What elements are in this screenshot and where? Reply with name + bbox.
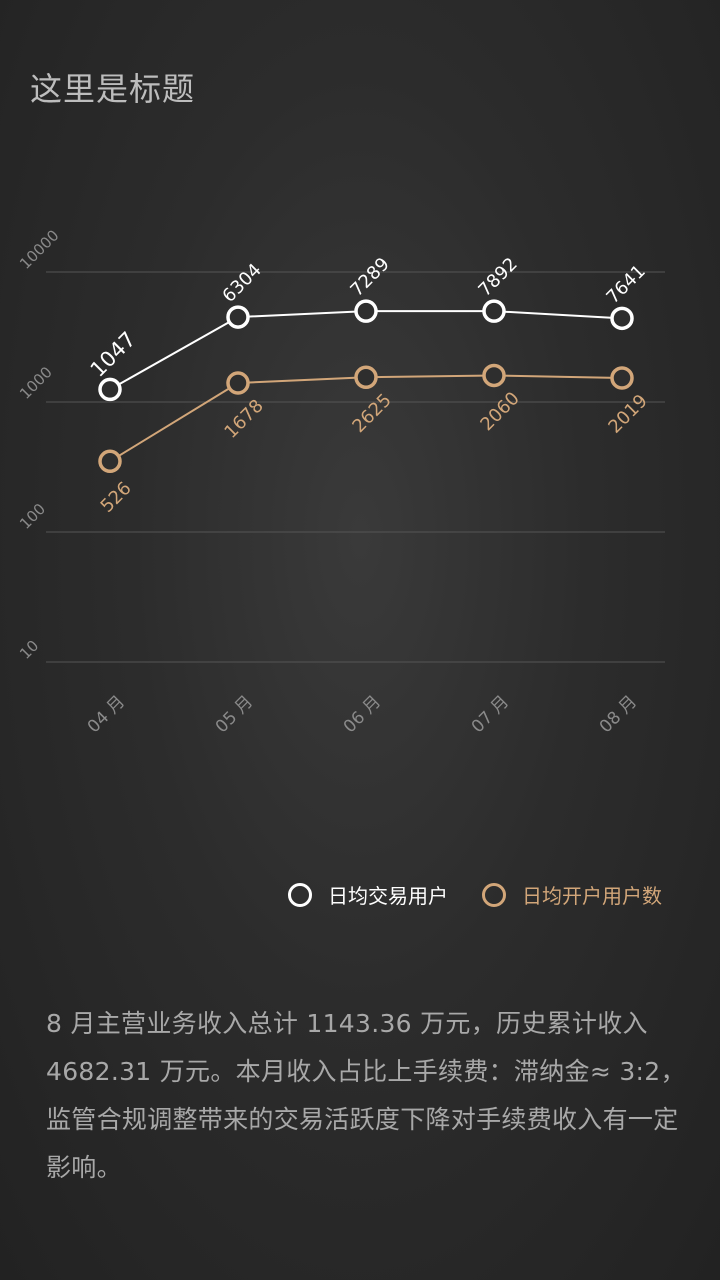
line-chart: 10 100 1000 10000 04 月 05 月 06 月 07 月 08 月 1047…: [16, 226, 665, 737]
y-tick-label: 100: [16, 500, 49, 533]
data-point-2: [354, 365, 378, 390]
x-tick-label: 08 月: [596, 692, 641, 737]
x-tick-label: 04 月: [84, 692, 129, 737]
x-tick-label: 07 月: [468, 692, 513, 737]
x-tick-label: 05 月: [212, 692, 257, 737]
data-point-2: [226, 371, 250, 395]
y-tick-label: 10: [16, 637, 42, 663]
y-tick-label: 10000: [16, 226, 62, 272]
legend-marker-series-1: [288, 882, 312, 907]
data-label-1: 1047: [86, 327, 141, 382]
data-point-1: [98, 377, 122, 402]
data-point-1: [226, 305, 250, 329]
y-tick-labels: 10 100 1000 10000: [16, 226, 62, 662]
data-point-2: [482, 363, 506, 388]
data-label-1: 7289: [346, 254, 393, 301]
legend-item-series-1[interactable]: 日均交易用户: [288, 880, 448, 909]
data-label-2: 2019: [604, 390, 651, 437]
legend-marker-series-2: [482, 882, 506, 907]
y-tick-label: 1000: [16, 363, 56, 403]
legend-item-series-2[interactable]: 日均开户用户数: [482, 880, 662, 909]
data-label-1: 6304: [218, 260, 265, 307]
data-label-1: 7892: [474, 254, 521, 301]
data-label-2: 2060: [476, 388, 523, 435]
data-point-1: [354, 299, 378, 323]
data-point-1: [610, 306, 634, 331]
data-point-2: [610, 366, 634, 390]
x-tick-label: 06 月: [340, 692, 385, 737]
x-tick-labels: 04 月 05 月 06 月 07 月 08 月: [84, 692, 641, 737]
data-label-2: 526: [97, 478, 136, 517]
data-point-2: [98, 449, 122, 474]
data-label-2: 2625: [348, 390, 395, 437]
legend: 日均交易用户 日均开户用户数: [288, 880, 662, 909]
legend-label-series-2: 日均开户用户数: [522, 884, 662, 908]
grid-layer: [46, 271, 665, 663]
data-label-1: 7641: [602, 261, 649, 308]
data-label-2: 1678: [220, 395, 267, 442]
series-layer: 1047 6304 7289 7892 7641 526 1678 2625 2060 2019: [86, 254, 652, 517]
page-title: 这里是标题: [30, 70, 196, 108]
legend-label-series-1: 日均交易用户: [328, 884, 448, 908]
data-point-1: [482, 299, 506, 323]
summary-text: 8 月主营业务收入总计 1143.36 万元，历史累计收入 4682.31 万元…: [46, 1009, 686, 1182]
